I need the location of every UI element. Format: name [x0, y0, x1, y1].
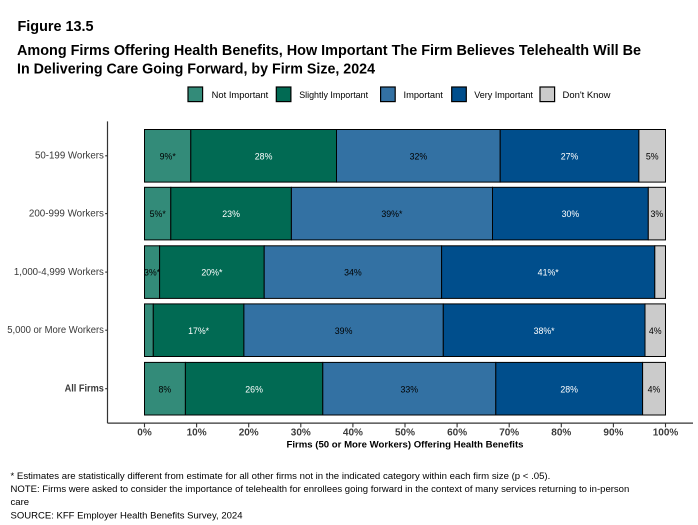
svg-text:70%: 70% [499, 428, 519, 439]
svg-text:5%: 5% [646, 151, 659, 161]
svg-text:3%*: 3%* [144, 268, 161, 278]
svg-text:10%: 10% [187, 428, 207, 439]
svg-text:80%: 80% [551, 428, 571, 439]
svg-text:All Firms: All Firms [65, 384, 104, 395]
svg-text:41%*: 41%* [538, 268, 560, 278]
svg-text:4%: 4% [648, 384, 661, 394]
svg-text:28%: 28% [560, 384, 578, 394]
svg-text:30%: 30% [291, 428, 311, 439]
svg-text:8%: 8% [159, 384, 172, 394]
svg-text:NOTE: Firms were asked to cons: NOTE: Firms were asked to consider the i… [11, 484, 630, 495]
svg-text:200-999 Workers: 200-999 Workers [29, 209, 104, 220]
svg-text:3%: 3% [651, 209, 664, 219]
svg-text:100%: 100% [653, 428, 679, 439]
svg-text:4%: 4% [649, 326, 662, 336]
svg-text:5%*: 5%* [150, 209, 167, 219]
svg-text:26%: 26% [245, 384, 263, 394]
svg-text:Figure 13.5: Figure 13.5 [18, 19, 94, 35]
svg-text:Slightly Important: Slightly Important [299, 90, 368, 100]
svg-text:34%: 34% [344, 268, 362, 278]
svg-text:60%: 60% [447, 428, 467, 439]
svg-text:50-199 Workers: 50-199 Workers [35, 151, 104, 162]
svg-text:50%: 50% [395, 428, 415, 439]
svg-text:1,000-4,999 Workers: 1,000-4,999 Workers [14, 267, 104, 278]
svg-text:90%: 90% [603, 428, 623, 439]
svg-text:SOURCE: KFF Employer Health Be: SOURCE: KFF Employer Health Benefits Sur… [11, 510, 244, 521]
svg-text:20%*: 20%* [201, 268, 223, 278]
svg-text:33%: 33% [400, 384, 418, 394]
svg-text:40%: 40% [343, 428, 363, 439]
svg-text:Firms (50 or More Workers) Off: Firms (50 or More Workers) Offering Heal… [287, 440, 524, 451]
svg-text:17%*: 17%* [188, 326, 210, 336]
svg-text:9%*: 9%* [160, 151, 177, 161]
svg-text:23%: 23% [222, 209, 240, 219]
svg-text:5,000 or More Workers: 5,000 or More Workers [7, 325, 104, 336]
svg-text:Among Firms Offering Health Be: Among Firms Offering Health Benefits, Ho… [17, 43, 641, 59]
svg-text:Don't Know: Don't Know [563, 90, 611, 100]
svg-text:39%*: 39%* [381, 209, 403, 219]
svg-text:32%: 32% [410, 151, 428, 161]
svg-text:30%: 30% [562, 209, 580, 219]
svg-text:38%*: 38%* [534, 326, 556, 336]
svg-text:0%: 0% [137, 428, 152, 439]
svg-text:20%: 20% [239, 428, 259, 439]
svg-text:Very Important: Very Important [474, 90, 533, 100]
svg-text:39%: 39% [335, 326, 353, 336]
svg-text:Important: Important [404, 90, 444, 100]
svg-text:28%: 28% [255, 151, 273, 161]
svg-text:care: care [11, 497, 30, 508]
svg-text:* Estimates are statistically: * Estimates are statistically different … [11, 471, 551, 482]
svg-text:Not Important: Not Important [212, 90, 269, 100]
svg-text:27%: 27% [561, 151, 579, 161]
svg-text:In Delivering Care Going Forwa: In Delivering Care Going Forward, by Fir… [17, 61, 375, 77]
